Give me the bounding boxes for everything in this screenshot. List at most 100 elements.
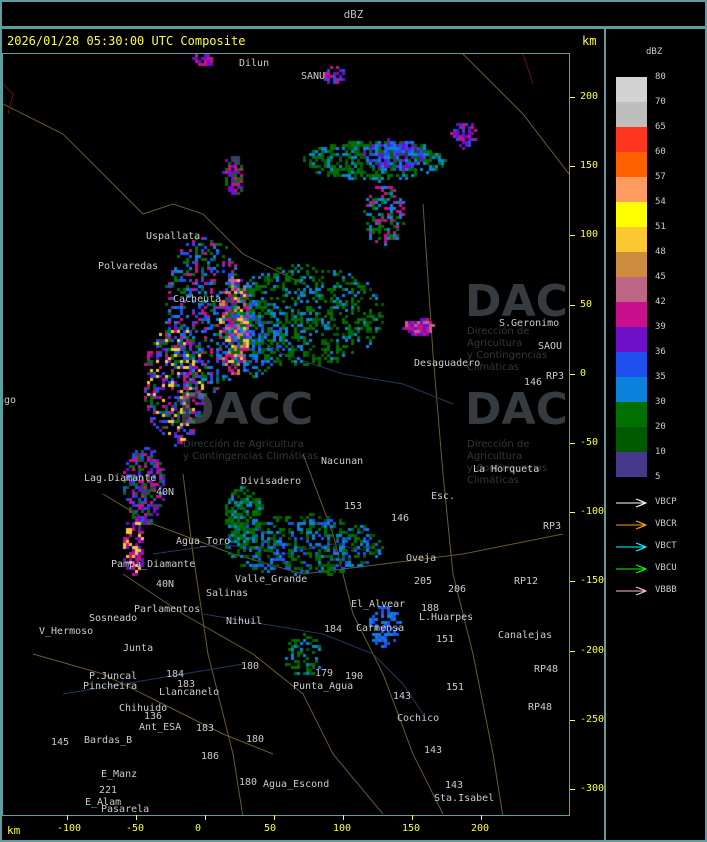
y-tick-mark: [570, 719, 575, 721]
color-swatch: [616, 102, 647, 127]
color-swatch: [616, 152, 647, 177]
place-label: 143: [445, 780, 464, 791]
place-label: E_Manz: [101, 769, 138, 780]
x-tick-mark: [481, 815, 482, 820]
legend-value: 45: [655, 272, 666, 282]
place-label: 153: [344, 501, 363, 512]
place-label: 183: [196, 723, 215, 734]
timestamp: 2026/01/28 05:30:00 UTC Composite: [7, 34, 246, 48]
legend-value: 30: [655, 397, 666, 407]
color-swatch: [616, 202, 647, 227]
legend-value: 42: [655, 297, 666, 307]
y-tick-mark: [570, 373, 575, 375]
place-label: SANU: [301, 71, 326, 82]
place-label: 184: [324, 624, 343, 635]
color-swatch: [616, 402, 647, 427]
place-label: 136: [144, 711, 163, 722]
place-label: 179: [315, 668, 334, 679]
place-label: 186: [201, 751, 220, 762]
x-tick-mark: [136, 815, 137, 820]
watermark-logo: DACC: [178, 384, 314, 435]
place-label: 146: [524, 377, 543, 388]
watermark-logo: DACC: [465, 276, 569, 327]
y-tick-mark: [570, 443, 575, 444]
radar-echoes: [3, 54, 569, 815]
y-tick-label: 50: [580, 298, 593, 310]
x-tick-mark: [205, 815, 206, 820]
x-tick-mark: [343, 815, 344, 820]
place-label: RP12: [514, 576, 539, 587]
y-axis-unit: km: [582, 34, 597, 48]
place-label: Polvaredas: [98, 261, 159, 272]
radar-arrow-icon: [616, 564, 648, 574]
place-label: Bardas_B: [84, 735, 133, 746]
place-label: Pasarela: [101, 804, 150, 815]
legend-value: 65: [655, 122, 666, 132]
color-swatch: [616, 352, 647, 377]
x-tick-label: -50: [126, 823, 145, 834]
y-tick-label: 150: [580, 160, 599, 172]
place-label: 40N: [156, 579, 175, 590]
legend-value: 51: [655, 222, 666, 232]
place-label: P.Juncal: [89, 671, 138, 682]
place-label: Dilun: [239, 58, 270, 69]
y-tick-mark: [570, 166, 575, 168]
title-bar: dBZ: [0, 0, 707, 28]
place-label: E_Alam: [85, 797, 122, 808]
place-label: RP48: [528, 702, 553, 713]
legend-value: 57: [655, 172, 666, 182]
color-swatch: [616, 302, 647, 327]
y-tick-label: 0: [580, 367, 587, 379]
color-swatch: [616, 77, 647, 102]
watermark-logo: DACC: [465, 384, 569, 435]
x-tick-label: 100: [333, 823, 352, 834]
place-label: 205: [414, 576, 433, 587]
x-tick-label: -100: [57, 823, 82, 834]
place-label: Lag.Diamante: [84, 473, 157, 484]
place-label: Carmensa: [356, 623, 405, 634]
color-swatch: [616, 377, 647, 402]
place-label: RP3: [546, 371, 565, 382]
y-tick-mark: [570, 97, 575, 98]
x-tick-mark: [67, 815, 68, 820]
place-label: 180: [246, 734, 265, 745]
y-tick-label: 200: [580, 91, 599, 102]
y-tick-label: -250: [580, 713, 605, 725]
place-label: 221: [99, 785, 118, 796]
place-label: 184: [166, 669, 185, 680]
legend-value: 36: [655, 347, 666, 357]
place-label: 151: [436, 634, 455, 645]
x-tick-label: 150: [402, 823, 421, 834]
y-tick-label: -300: [580, 783, 605, 794]
place-label: La Horqueta: [473, 464, 540, 475]
legend-value: 70: [655, 97, 666, 107]
y-tick-mark: [570, 581, 575, 583]
place-label: V_Hermoso: [39, 626, 94, 637]
place-label: 180: [241, 661, 260, 672]
y-tick-label: 100: [580, 229, 599, 241]
radar-arrow-icon: [616, 586, 648, 596]
place-label: S.Geronimo: [499, 318, 560, 329]
color-swatch: [616, 227, 647, 252]
color-swatch: [616, 327, 647, 352]
place-label: Oveja: [406, 553, 437, 564]
place-label: SAOU: [538, 341, 563, 352]
place-label: Punta_Agua: [293, 681, 354, 692]
place-label: Sta.Isabel: [434, 793, 495, 804]
place-label: Esc.: [431, 491, 456, 502]
place-label: 183: [177, 679, 196, 690]
place-label: Pampa_Diamante: [111, 559, 196, 570]
place-label: ago: [3, 395, 17, 406]
place-label: 190: [345, 671, 364, 682]
y-tick-mark: [570, 512, 575, 514]
legend-value: 10: [655, 447, 666, 457]
color-swatch: [616, 427, 647, 452]
place-label: Nacunan: [321, 456, 364, 467]
color-swatch: [616, 277, 647, 302]
x-axis-unit: km: [7, 824, 21, 837]
place-label: El_Alvear: [351, 599, 406, 610]
x-tick-label: 0: [195, 823, 202, 834]
place-label: Agua_Escond: [263, 779, 330, 790]
x-tick-mark: [274, 815, 275, 820]
